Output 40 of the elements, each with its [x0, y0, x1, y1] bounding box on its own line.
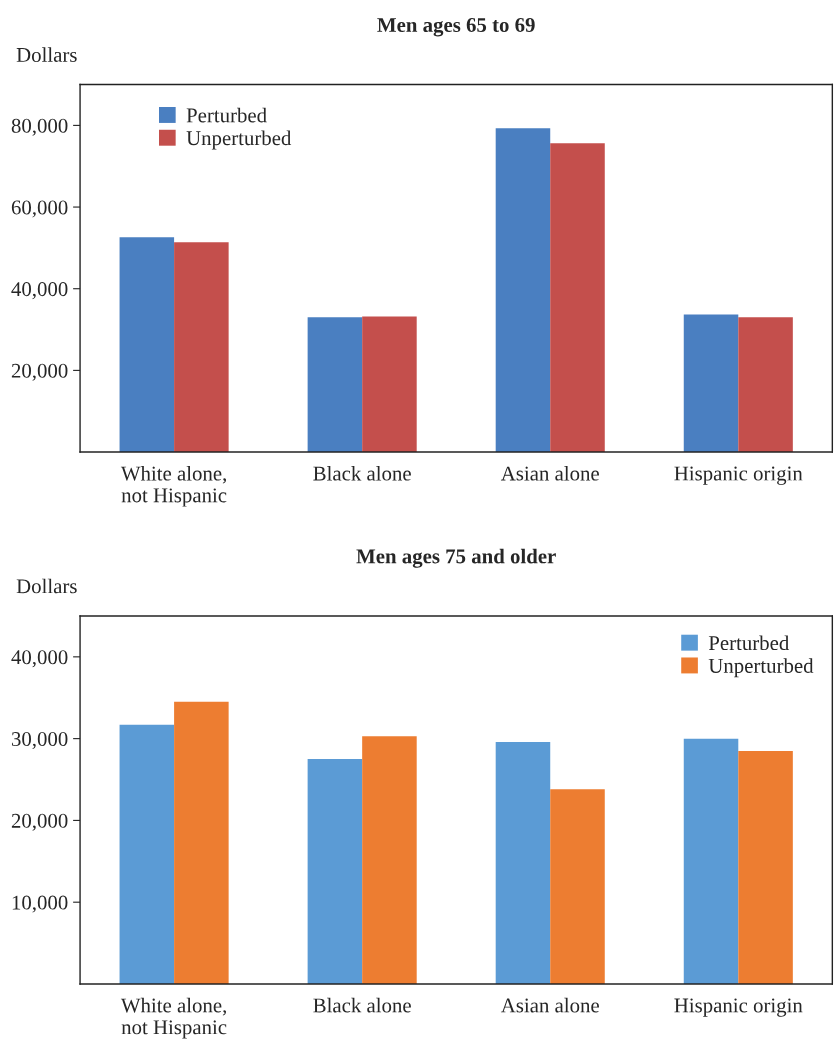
- bar: [738, 750, 793, 984]
- y-tick-label: 20,000: [11, 363, 68, 381]
- bar: [307, 759, 363, 984]
- x-tick-label: Asian alone: [500, 465, 599, 481]
- y-tick-label: 40,000: [11, 650, 68, 668]
- bar: [550, 143, 605, 453]
- bar: [174, 701, 229, 984]
- bar: [174, 242, 229, 453]
- x-tick-label: Hispanic origin: [674, 466, 803, 485]
- legend-label: Unperturbed: [186, 130, 292, 150]
- chart-title: Men ages 75 and older: [356, 548, 556, 568]
- x-tick-label: Black alone: [313, 997, 411, 1013]
- x-tick-label: Black alone: [313, 465, 411, 481]
- y-tick-label: 60,000: [11, 200, 68, 218]
- bar: [362, 736, 417, 984]
- x-tick-label: White alone, not Hispanic: [120, 997, 227, 1039]
- bar: [738, 317, 793, 453]
- y-tick-label: 20,000: [11, 813, 68, 831]
- bar: [495, 128, 551, 453]
- bar: [119, 724, 175, 984]
- bar: [362, 316, 417, 453]
- legend-label: Perturbed: [186, 107, 267, 123]
- chart-title: Men ages 65 to 69: [377, 17, 535, 37]
- bar: [307, 317, 363, 453]
- x-tick-label: White alone, not Hispanic: [120, 465, 227, 507]
- legend-label: Unperturbed: [708, 658, 814, 678]
- y-tick-label: 30,000: [11, 732, 68, 750]
- bar: [550, 789, 605, 984]
- bar: [495, 741, 551, 984]
- legend-label: Perturbed: [708, 635, 790, 651]
- y-tick-label: 80,000: [11, 118, 68, 136]
- y-tick-label: 40,000: [11, 282, 68, 300]
- y-axis-title: Dollars: [16, 47, 77, 62]
- x-tick-label: Hispanic origin: [674, 998, 803, 1017]
- y-axis-title: Dollars: [16, 578, 77, 594]
- x-tick-label: Asian alone: [500, 997, 599, 1013]
- bar: [119, 237, 175, 453]
- y-tick-label: 10,000: [12, 895, 68, 913]
- bar: [683, 738, 739, 984]
- bar: [683, 314, 739, 453]
